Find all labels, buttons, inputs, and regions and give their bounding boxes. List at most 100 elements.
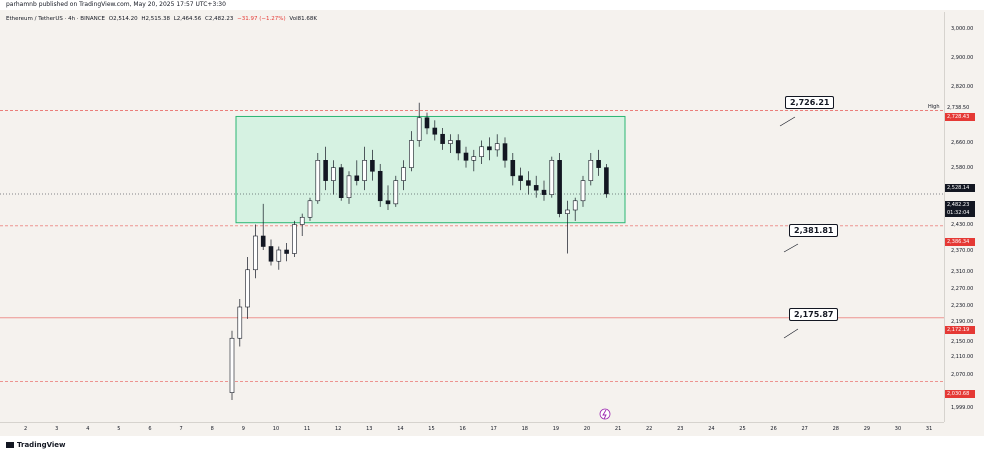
candle-body[interactable]: [237, 306, 243, 339]
time-tick: 22: [646, 426, 653, 432]
candle-body[interactable]: [510, 160, 516, 177]
time-axis[interactable]: 2 3 4 5 6 7 8 9 10 11 12 13 14 15 16 17 18 19 20 21 22 23 24 25…: [0, 422, 944, 437]
candle-body[interactable]: [604, 167, 609, 195]
candle-body[interactable]: [346, 175, 352, 198]
time-tick: 31: [925, 426, 933, 432]
price-tick: 2,580.00: [951, 165, 974, 171]
candle-body[interactable]: [245, 269, 250, 308]
time-tick: 20: [583, 426, 591, 432]
candle-body[interactable]: [565, 209, 570, 214]
candle-body[interactable]: [401, 167, 406, 181]
time-tick: 10: [272, 426, 280, 432]
candle-body[interactable]: [424, 117, 430, 129]
support2-callout[interactable]: 2,175.87: [789, 308, 839, 321]
header-bar: parhamnb published on TradingView.com, M…: [0, 0, 984, 10]
candle-body[interactable]: [354, 175, 360, 181]
lightning-icon: [602, 409, 607, 420]
candle-body[interactable]: [315, 160, 321, 202]
candle-body[interactable]: [338, 167, 344, 198]
candle-body[interactable]: [253, 235, 258, 271]
price-tick: 2,900.00: [951, 55, 974, 61]
candle-body[interactable]: [479, 146, 484, 157]
range-box[interactable]: [235, 115, 626, 224]
high-value: H2,515.38: [141, 16, 170, 22]
candle-body[interactable]: [331, 167, 336, 181]
candle-body[interactable]: [260, 235, 266, 247]
time-tick: 28: [832, 426, 839, 432]
candle-body[interactable]: [292, 224, 297, 254]
candle-body[interactable]: [370, 160, 375, 172]
candle-body[interactable]: [494, 143, 500, 151]
price-tick: 2,230.00: [951, 303, 974, 309]
open-value: O2,514.20: [108, 16, 138, 22]
candle-body[interactable]: [276, 249, 282, 262]
candle-body[interactable]: [487, 146, 492, 151]
candle-body[interactable]: [533, 185, 539, 191]
resistance-callout[interactable]: 2,726.21: [785, 96, 835, 109]
change-value: −31.97 (−1.27%): [237, 16, 286, 22]
candle-body[interactable]: [362, 160, 367, 181]
candle-body[interactable]: [440, 133, 445, 144]
candle-body[interactable]: [463, 152, 469, 161]
tradingview-logo[interactable]: TradingView: [6, 441, 66, 449]
candle-body[interactable]: [409, 140, 414, 168]
price-tick: 2,820.00: [951, 84, 974, 90]
candle-body[interactable]: [268, 246, 274, 262]
candle-body[interactable]: [448, 140, 453, 144]
time-tick: 13: [366, 426, 373, 432]
candlestick-chart[interactable]: [0, 12, 944, 422]
support3-price-tag: 2,030.68: [945, 390, 975, 398]
time-tick: 15: [428, 426, 435, 432]
price-tick: 2,270.00: [951, 286, 974, 292]
candle-body[interactable]: [284, 249, 289, 254]
time-tick: 24: [708, 426, 715, 432]
callout-pointer: [783, 328, 799, 339]
price-tick: 2,150.00: [951, 339, 974, 345]
symbol-title: Ethereum / TetherUS · 4h · BINANCE: [6, 16, 106, 22]
candle-body[interactable]: [541, 189, 547, 195]
price-tick: 2,660.00: [951, 140, 974, 146]
chart-area[interactable]: [0, 12, 944, 422]
last-price-tag: 2,482.23: [945, 201, 975, 209]
candle-body[interactable]: [549, 160, 555, 195]
candle-body[interactable]: [572, 200, 578, 211]
candle-body[interactable]: [432, 127, 438, 135]
price-tick: 2,190.00: [951, 319, 974, 325]
candle-body[interactable]: [307, 200, 313, 218]
candle-body[interactable]: [557, 160, 562, 214]
price-tick: 3,000.00: [951, 26, 974, 32]
candle-body[interactable]: [526, 180, 531, 186]
candle-body[interactable]: [580, 180, 586, 202]
prev-close-price-tag: 2,528.14: [945, 184, 975, 192]
time-tick: 16: [459, 426, 466, 432]
time-tick: 30: [894, 426, 902, 432]
high-price-tag: 2,738.50: [947, 105, 970, 111]
candle-body[interactable]: [299, 216, 305, 225]
candle-body[interactable]: [588, 160, 594, 181]
support1-price-tag: 2,386.34: [945, 238, 975, 246]
candle-body[interactable]: [385, 200, 391, 205]
time-tick: 18: [521, 426, 528, 432]
candle-body[interactable]: [393, 180, 399, 205]
price-axis[interactable]: 3,000.00 2,900.00 2,820.00 2,660.00 2,58…: [944, 12, 984, 422]
support1-callout[interactable]: 2,381.81: [789, 224, 839, 237]
logo-text: TradingView: [17, 441, 66, 449]
candle-body[interactable]: [471, 156, 477, 161]
candle-body[interactable]: [416, 117, 422, 141]
close-value: C2,482.23: [205, 16, 234, 22]
low-value: L2,464.56: [173, 16, 202, 22]
lightning-event-icon[interactable]: [599, 408, 611, 420]
candle-body[interactable]: [229, 337, 235, 393]
candle-body[interactable]: [323, 160, 328, 181]
footer-bar: [0, 436, 984, 456]
candle-body[interactable]: [596, 160, 601, 168]
time-tick: 25: [739, 426, 746, 432]
candle-body[interactable]: [455, 140, 461, 154]
candle-body[interactable]: [502, 143, 508, 161]
volume-value: Vol81.68K: [289, 16, 317, 22]
candle-body[interactable]: [518, 175, 523, 181]
time-tick: 11: [303, 426, 311, 432]
price-tick: 2,110.00: [951, 354, 974, 360]
candle-body[interactable]: [377, 170, 383, 202]
price-tick: 2,370.00: [951, 248, 974, 254]
